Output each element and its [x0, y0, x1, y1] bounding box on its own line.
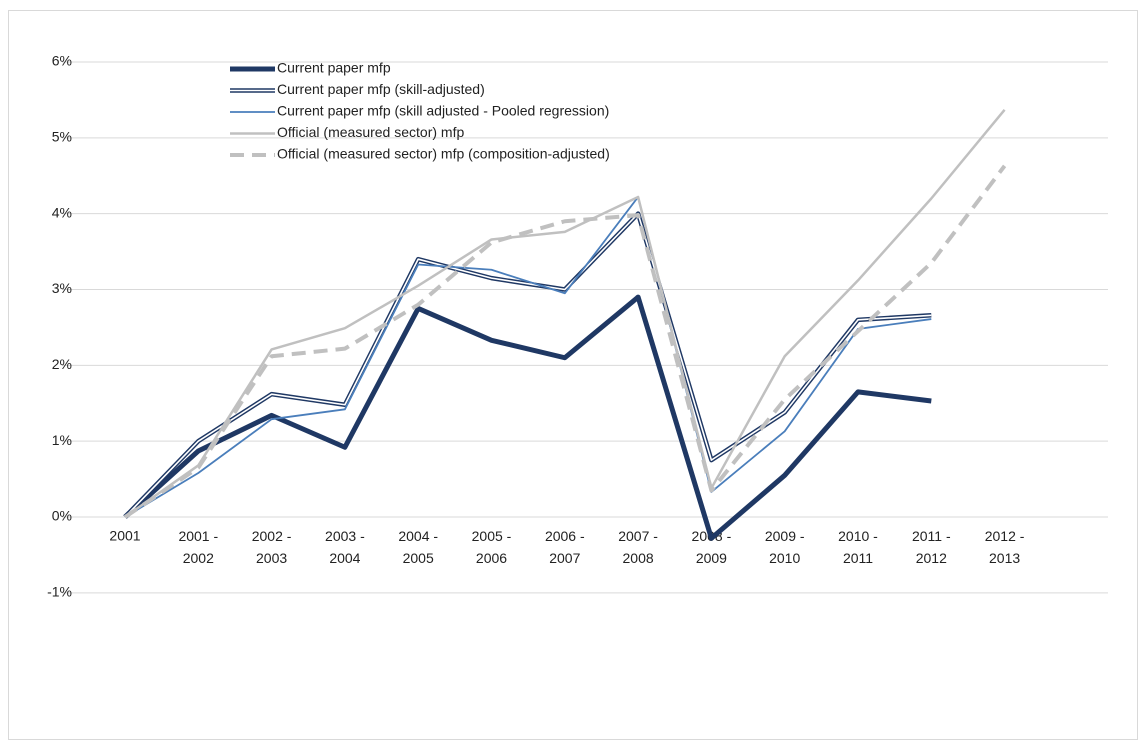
x-tick-label: 2006 -2007 — [545, 528, 585, 566]
legend-label: Official (measured sector) mfp — [277, 124, 464, 140]
x-tick-label: 2012 -2013 — [985, 528, 1025, 566]
y-tick-label: 2% — [52, 356, 72, 372]
y-tick-label: 4% — [52, 204, 72, 220]
series-line — [124, 196, 932, 518]
x-tick-label: 2010 -2011 — [838, 528, 878, 566]
legend-label: Official (measured sector) mfp (composit… — [277, 146, 610, 162]
x-tick-label: 2002 -2003 — [252, 528, 292, 566]
x-tick-label: 2009 -2010 — [765, 528, 805, 566]
y-tick-label: 5% — [52, 129, 72, 145]
y-tick-label: 3% — [52, 280, 72, 296]
y-tick-label: -1% — [47, 584, 72, 600]
legend-label: Current paper mfp (skill adjusted - Pool… — [277, 103, 609, 119]
x-tick-label: 2001 -2002 — [178, 528, 218, 566]
series-line — [124, 108, 1006, 519]
x-tick-label: 2007 -2008 — [618, 528, 658, 566]
legend-label: Current paper mfp (skill-adjusted) — [277, 81, 485, 97]
x-tick-label: 2003 -2004 — [325, 528, 365, 566]
x-tick-label: 2011 -2012 — [912, 528, 951, 566]
y-tick-label: 6% — [52, 53, 72, 69]
y-tick-label: 0% — [52, 508, 72, 524]
x-tick-label: 2005 -2006 — [472, 528, 512, 566]
series-line-inner — [124, 212, 932, 518]
x-tick-label: 2004 -2005 — [398, 528, 438, 566]
legend-label: Current paper mfp — [277, 60, 391, 76]
series-line — [123, 164, 1007, 519]
chart-frame — [8, 10, 1138, 740]
y-tick-label: 1% — [52, 432, 72, 448]
series-line — [123, 294, 932, 541]
x-tick-label: 2001 — [109, 528, 140, 544]
